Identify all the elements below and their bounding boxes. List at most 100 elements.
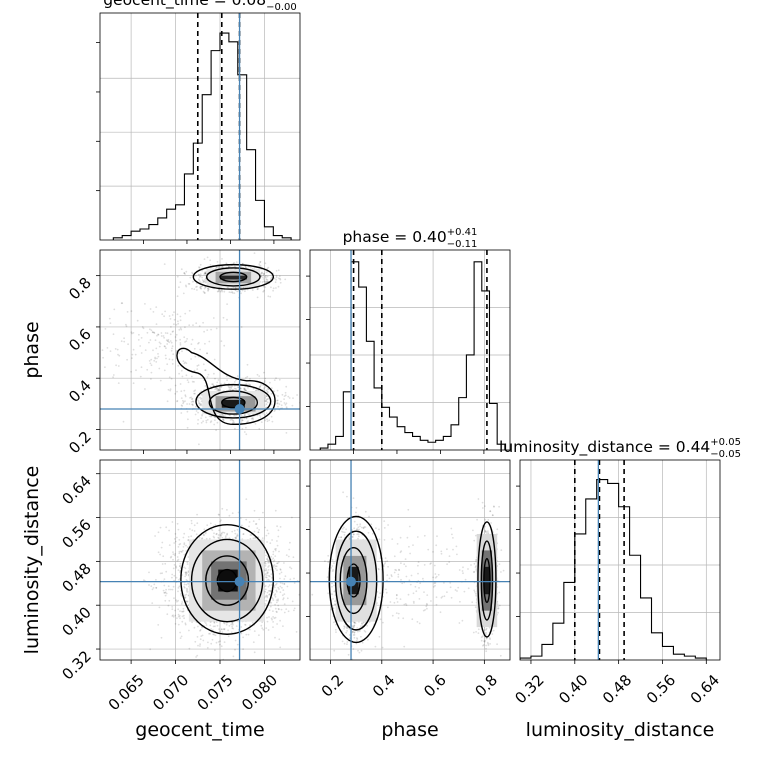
- sample-point: [231, 291, 234, 293]
- sample-point: [90, 366, 92, 368]
- sample-point: [271, 539, 273, 541]
- sample-point: [190, 396, 193, 399]
- sample-point: [244, 623, 246, 626]
- sample-point: [184, 622, 187, 625]
- sample-point: [220, 266, 223, 269]
- contours-geocent_time-vs-phase-level-4: [208, 390, 259, 415]
- sample-point: [192, 280, 194, 283]
- sample-point: [182, 614, 185, 617]
- contours-geocent_time-vs-luminosity_distance-level-1: [205, 555, 250, 606]
- sample-point: [269, 589, 271, 592]
- sample-point: [272, 289, 274, 292]
- sample-point: [266, 558, 268, 560]
- sample-point: [236, 375, 239, 377]
- sample-point: [172, 585, 175, 588]
- sample-point: [263, 371, 265, 374]
- sample-point: [263, 387, 265, 390]
- sample-point: [249, 534, 252, 536]
- sample-point: [159, 342, 162, 345]
- sample-point: [200, 400, 203, 403]
- sample-point: [220, 533, 223, 535]
- sample-point: [201, 537, 204, 539]
- sample-point: [283, 603, 286, 605]
- sample-point: [172, 551, 174, 553]
- sample-point: [183, 586, 186, 589]
- sample-point: [223, 628, 226, 631]
- sample-point: [167, 340, 170, 343]
- sample-point: [198, 443, 200, 446]
- sample-point: [252, 387, 255, 390]
- sample-point: [204, 279, 206, 281]
- sample-point: [191, 403, 194, 406]
- sample-point: [161, 541, 164, 544]
- sample-point: [240, 419, 243, 421]
- sample-point: [236, 534, 239, 537]
- sample-point: [179, 315, 182, 318]
- sample-point: [109, 322, 112, 324]
- sample-point: [197, 422, 199, 425]
- sample-point: [232, 420, 235, 423]
- sample-point: [278, 588, 280, 590]
- sample-point: [279, 591, 282, 594]
- sample-point: [274, 636, 276, 639]
- sample-point: [184, 395, 187, 398]
- sample-point: [160, 332, 163, 334]
- sample-point: [194, 413, 197, 416]
- sample-point: [241, 419, 244, 422]
- sample-point: [263, 289, 265, 292]
- sample-point: [220, 519, 222, 522]
- sample-point: [272, 390, 275, 392]
- sample-point: [104, 328, 107, 330]
- sample-point: [171, 521, 174, 523]
- sample-point: [181, 620, 184, 623]
- sample-point: [255, 389, 258, 391]
- sample-point: [258, 386, 261, 389]
- sample-point: [266, 555, 269, 558]
- sample-point: [245, 633, 248, 636]
- sample-point: [233, 414, 235, 417]
- sample-point: [231, 621, 234, 624]
- sample-point: [199, 281, 202, 284]
- sample-point: [112, 376, 114, 379]
- sample-point: [220, 386, 223, 389]
- sample-point: [235, 261, 238, 263]
- sample-point: [266, 390, 269, 393]
- sample-point: [219, 630, 222, 633]
- sample-point: [265, 406, 267, 409]
- sample-point: [196, 289, 198, 291]
- sample-point: [188, 283, 191, 285]
- sample-point: [177, 558, 180, 561]
- sample-point: [228, 291, 231, 293]
- sample-point: [204, 272, 207, 275]
- sample-point: [214, 377, 216, 380]
- sample-point: [196, 513, 199, 516]
- sample-point: [268, 579, 270, 582]
- sample-point: [222, 418, 224, 421]
- sample-point: [278, 275, 281, 277]
- sample-point: [150, 329, 153, 332]
- sample-point: [275, 287, 277, 289]
- sample-point: [214, 416, 217, 419]
- sample-point: [276, 402, 279, 404]
- sample-point: [173, 538, 176, 540]
- sample-point: [89, 354, 91, 356]
- title-main-phase: phase = 0.40: [343, 228, 447, 246]
- sample-point: [188, 309, 191, 312]
- sample-point: [166, 340, 169, 342]
- sample-point: [240, 414, 243, 417]
- sample-point: [270, 392, 273, 395]
- sample-point: [260, 272, 263, 275]
- sample-point: [154, 357, 157, 360]
- sample-point: [223, 344, 226, 347]
- sample-point: [197, 273, 200, 276]
- sample-point: [158, 341, 161, 344]
- sample-point: [266, 595, 269, 598]
- sample-point: [231, 530, 234, 533]
- sample-point: [176, 556, 179, 558]
- sample-point: [185, 544, 187, 547]
- sample-point: [224, 535, 227, 538]
- sample-point: [179, 631, 182, 634]
- sample-point: [215, 533, 218, 536]
- sample-point: [199, 403, 202, 406]
- sample-point: [218, 514, 221, 516]
